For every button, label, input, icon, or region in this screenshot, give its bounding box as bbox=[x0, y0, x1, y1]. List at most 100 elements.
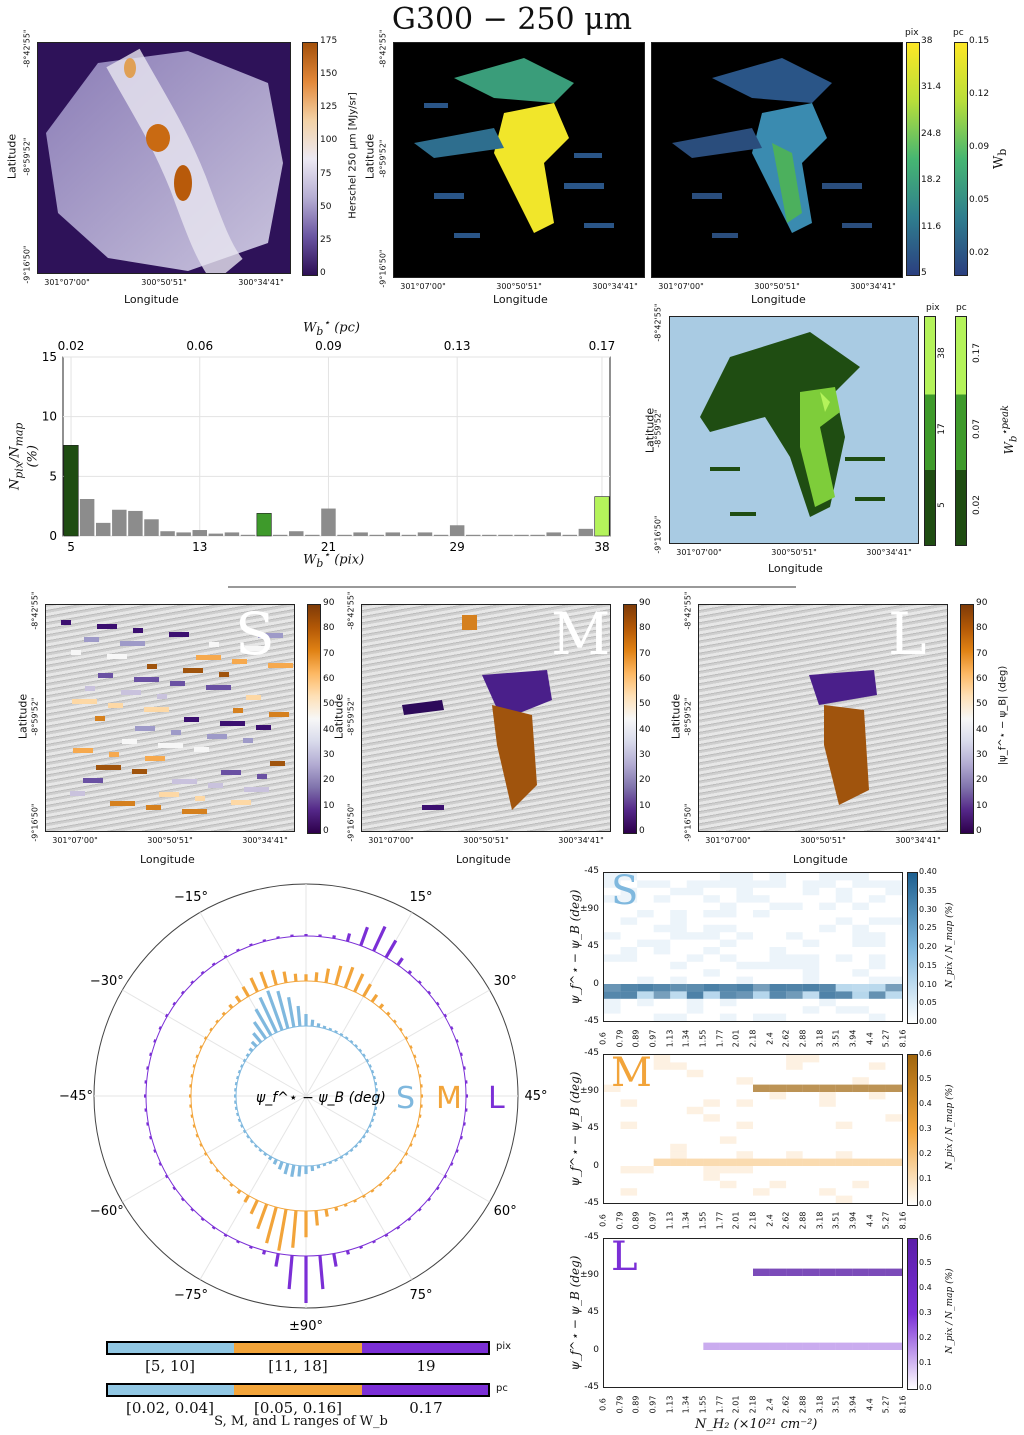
heatmap-x-label: N_H₂ (×10²¹ cm⁻²) bbox=[695, 1417, 817, 1432]
heatmap-x-tick: 1.13 bbox=[665, 1393, 674, 1417]
polar-bar bbox=[437, 1003, 439, 1004]
scale-lat-tick: -8°42'55" bbox=[347, 585, 356, 637]
scale-lat-label: Latitude bbox=[17, 687, 30, 747]
polar-angle-label: 0° bbox=[299, 870, 314, 874]
hist-bar bbox=[176, 532, 190, 536]
polar-bar bbox=[351, 1041, 352, 1043]
polar-angle-label: 30° bbox=[494, 974, 517, 989]
lon-tick: 300°34'41" bbox=[843, 282, 903, 291]
hist-top-label: Wb⋆ (pc) bbox=[303, 316, 360, 338]
pc-cb-tick: 0.05 bbox=[969, 195, 989, 205]
scale-lon-tick: 300°50'51" bbox=[140, 836, 200, 845]
polar-bar bbox=[316, 972, 317, 981]
scale-cb-tick: 70 bbox=[639, 649, 650, 659]
polar-bar bbox=[398, 1227, 399, 1229]
range-bar-segment bbox=[106, 1341, 234, 1355]
heatmap-cb-tick: 0.00 bbox=[919, 1017, 937, 1026]
peak-label: Wb⋆peak bbox=[1000, 405, 1019, 454]
scale-cb-tick: 90 bbox=[976, 598, 987, 608]
polar-bar bbox=[213, 1227, 214, 1229]
heatmap-x-tick: 3.18 bbox=[815, 1209, 824, 1233]
polar-bar bbox=[241, 1066, 243, 1067]
polar-bar bbox=[231, 1184, 233, 1186]
heatmap-x-tick: 2.18 bbox=[749, 1393, 758, 1417]
range-unit: pix bbox=[496, 1341, 511, 1352]
heatmap-y-tick: -45 bbox=[573, 1382, 599, 1392]
polar-bar bbox=[202, 972, 203, 974]
range-bar-segment bbox=[106, 1383, 234, 1397]
heatmap-x-tick: 0.89 bbox=[632, 1393, 641, 1417]
pc-cb-tick: 0.09 bbox=[969, 142, 989, 152]
hist-y-tick: 10 bbox=[42, 410, 57, 424]
polar-bar bbox=[372, 1071, 374, 1072]
polar-bar bbox=[200, 1047, 202, 1048]
polar-bar bbox=[225, 956, 226, 958]
polar-bar bbox=[336, 1207, 337, 1211]
polar-bar bbox=[414, 1135, 416, 1136]
polar-angle-label: 45° bbox=[524, 1089, 547, 1104]
heatmap-cb-tick: 0.1 bbox=[919, 1174, 932, 1183]
heatmap-x-tick: 0.79 bbox=[615, 1393, 624, 1417]
polar-bar bbox=[150, 1137, 152, 1138]
hist-top-tick: 0.06 bbox=[186, 339, 213, 353]
polar-bar bbox=[196, 1056, 198, 1057]
polar-bar bbox=[336, 1031, 337, 1033]
width-map-pix-image bbox=[394, 43, 644, 277]
lat-tick: -8°42'55" bbox=[379, 23, 388, 75]
peak-width-map-image bbox=[670, 317, 918, 543]
range-value: 19 bbox=[362, 1357, 490, 1375]
polar-bar bbox=[324, 1164, 325, 1166]
polar-angle-label: −60° bbox=[90, 1204, 124, 1219]
polar-bar bbox=[238, 1241, 239, 1243]
polar-bar bbox=[236, 1077, 238, 1078]
peak-pc-tick: 0.07 bbox=[972, 414, 982, 444]
hist-top-tick: 0.09 bbox=[315, 339, 342, 353]
polar-bar bbox=[223, 1013, 225, 1015]
peak-lat-tick: -9°16'50" bbox=[654, 509, 663, 561]
scale-lon-label: Longitude bbox=[793, 853, 848, 866]
heatmap-y-tick: -45 bbox=[573, 1016, 599, 1026]
polar-bar bbox=[380, 1184, 381, 1186]
polar-bar bbox=[409, 1219, 410, 1221]
hist-x-tick: 29 bbox=[450, 540, 465, 554]
heatmap-x-tick: 1.13 bbox=[665, 1027, 674, 1051]
heatmap-x-tick: 5.27 bbox=[882, 1209, 891, 1233]
heatmap-x-tick: 1.55 bbox=[699, 1027, 708, 1051]
polar-bar bbox=[159, 1164, 161, 1165]
polar-bar bbox=[182, 992, 184, 993]
polar-bar bbox=[330, 1028, 331, 1030]
scale-lat-tick: -8°59'52" bbox=[31, 691, 40, 743]
hist-bar bbox=[386, 532, 400, 536]
heatmap-cb-tick: 0.10 bbox=[919, 980, 937, 989]
scale-cb-tick: 0 bbox=[639, 826, 645, 836]
peak-lon-tick: 301°07'00" bbox=[669, 548, 729, 557]
polar-bar bbox=[229, 1005, 232, 1008]
scale-lon-tick: 300°50'51" bbox=[456, 836, 516, 845]
heatmap-cb-label: N_pix / N_map (%) bbox=[945, 900, 955, 990]
polar-bar bbox=[334, 1254, 336, 1267]
polar-bar bbox=[451, 1028, 453, 1029]
scale-colorbar bbox=[960, 604, 974, 834]
peak-lat-tick: -8°42'55" bbox=[654, 297, 663, 349]
heatmap-x-tick: 0.97 bbox=[649, 1393, 658, 1417]
polar-bar bbox=[326, 1209, 327, 1216]
hist-bar bbox=[579, 529, 593, 536]
heatmap-x-tick: 2.18 bbox=[749, 1027, 758, 1051]
heatmap-x-tick: 0.79 bbox=[615, 1027, 624, 1051]
polar-bar bbox=[196, 1135, 198, 1136]
scale-cb-tick: 50 bbox=[976, 699, 987, 709]
scale-cb-tick: 40 bbox=[639, 725, 650, 735]
polar-bar bbox=[251, 1246, 252, 1248]
scale-lat-label: Latitude bbox=[670, 687, 683, 747]
width-cb-pix-title: pix bbox=[905, 28, 919, 38]
herschel-cb-tick: 125 bbox=[320, 102, 337, 112]
polar-angle-label: 15° bbox=[409, 890, 432, 905]
pix-cb-tick: 31.4 bbox=[921, 82, 941, 92]
scale-cb-tick: 70 bbox=[323, 649, 334, 659]
scale-cb-tick: 70 bbox=[976, 649, 987, 659]
polar-angle-label: ±90° bbox=[289, 1319, 323, 1330]
polar-bar bbox=[216, 1021, 218, 1022]
width-colorbar-pix bbox=[906, 42, 920, 276]
scale-colorbar bbox=[623, 604, 637, 834]
peak-cb-pc-title: pc bbox=[956, 303, 967, 313]
